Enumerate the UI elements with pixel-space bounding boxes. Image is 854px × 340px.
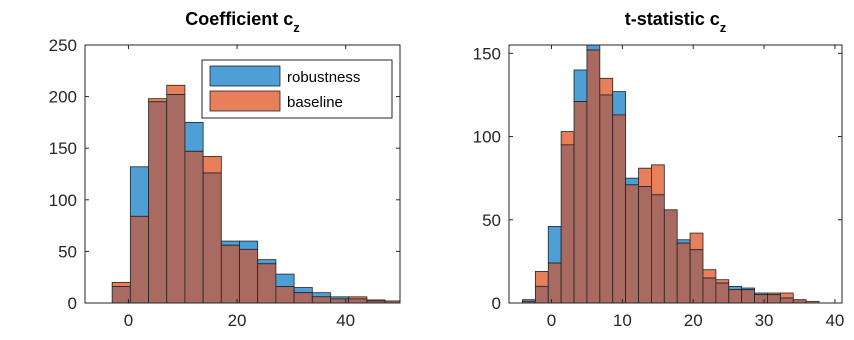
bar-overlap-6 [586, 49, 601, 304]
bar-overlap-2 [534, 285, 549, 304]
bar-baseline-16 [715, 279, 730, 284]
bar-overlap-8 [239, 248, 259, 304]
bar-overlap-15 [702, 277, 717, 304]
bar-overlap-8 [612, 114, 627, 304]
bar-baseline-1 [111, 281, 131, 287]
bar-overlap-10 [275, 286, 295, 304]
x-tick-label: 20 [228, 311, 247, 330]
y-tick-label: 50 [58, 242, 77, 261]
legend-label-baseline: baseline [287, 94, 343, 111]
legend-swatch-robustness [209, 65, 281, 87]
bar-overlap-12 [663, 209, 678, 304]
bar-baseline-10 [638, 167, 652, 187]
bar-robustness-3 [547, 226, 562, 264]
bar-overlap-10 [638, 186, 652, 304]
bar-overlap-4 [166, 94, 186, 304]
x-tick-label: 30 [755, 311, 774, 330]
bar-baseline-7 [599, 77, 614, 96]
bar-baseline-4 [560, 131, 575, 146]
bar-baseline-2 [534, 270, 549, 287]
bar-overlap-21 [779, 297, 794, 304]
bar-robustness-12 [311, 292, 331, 298]
bar-robustness-9 [625, 177, 639, 186]
y-tick-label: 150 [49, 139, 77, 158]
bar-baseline-15 [702, 269, 717, 279]
bar-overlap-1 [111, 286, 131, 304]
x-tick-label: 0 [124, 311, 133, 330]
bar-overlap-7 [220, 244, 240, 304]
y-tick-label: 50 [482, 211, 501, 230]
bar-overlap-11 [651, 194, 665, 304]
y-tick-label: 100 [49, 191, 77, 210]
chart-title-subscript: z [293, 20, 300, 35]
bar-robustness-5 [184, 122, 204, 152]
bar-robustness-11 [293, 287, 313, 294]
chart-title-subscript: z [720, 20, 727, 35]
y-tick-label: 150 [473, 44, 501, 63]
x-tick-label: 20 [684, 311, 703, 330]
bar-overlap-18 [741, 289, 755, 304]
legend-label-robustness: robustness [287, 69, 360, 86]
y-tick-label: 0 [492, 294, 501, 313]
bar-robustness-8 [612, 91, 627, 116]
bar-overlap-17 [728, 289, 743, 304]
bar-overlap-11 [293, 292, 313, 304]
y-tick-label: 250 [49, 36, 77, 55]
x-tick-label: 40 [336, 311, 355, 330]
bar-baseline-4 [166, 84, 186, 95]
bar-overlap-14 [689, 249, 704, 304]
bar-baseline-11 [651, 164, 665, 196]
bar-overlap-4 [560, 144, 575, 304]
x-tick-label: 0 [547, 311, 556, 330]
bar-robustness-5 [573, 69, 588, 102]
axes-frame [508, 44, 843, 304]
y-tick-label: 100 [473, 128, 501, 147]
bar-overlap-13 [676, 242, 691, 304]
bar-overlap-6 [202, 172, 222, 304]
bar-robustness-17 [728, 285, 743, 291]
bar-overlap-16 [715, 282, 730, 304]
bar-robustness-2 [129, 166, 149, 217]
bar-overlap-7 [599, 94, 614, 304]
y-tick-label: 200 [49, 88, 77, 107]
x-tick-label: 40 [825, 311, 844, 330]
chart-title-main: t-statistic c [625, 9, 720, 29]
x-tick-label: 10 [613, 311, 632, 330]
bar-overlap-3 [148, 101, 168, 304]
bar-robustness-8 [239, 240, 259, 250]
chart-panel-2: 0 50 100 150 0 10 20 30 40 t-statistic cz [473, 9, 845, 330]
bar-overlap-2 [129, 215, 149, 304]
y-tick-label: 0 [68, 294, 77, 313]
bar-overlap-14 [348, 298, 368, 304]
bar-overlap-9 [625, 184, 639, 304]
chart-title: t-statistic cz [625, 9, 727, 35]
bar-overlap-5 [573, 101, 588, 304]
bar-robustness-6 [586, 44, 601, 51]
legend-swatch-baseline [209, 90, 281, 112]
chart-panel-1: 0 50 100 150 200 250 0 20 40 Coefficient cz robust… [49, 9, 401, 330]
bar-robustness-9 [257, 259, 277, 265]
bar-baseline-14 [689, 232, 704, 251]
bar-overlap-3 [547, 262, 562, 304]
bar-baseline-6 [202, 156, 222, 174]
bar-robustness-10 [275, 273, 295, 287]
bar-overlap-20 [767, 294, 781, 304]
chart-title: Coefficient cz [185, 9, 300, 35]
bar-robustness-13 [676, 239, 691, 244]
bar-baseline-3 [148, 98, 168, 103]
bar-overlap-9 [257, 263, 277, 304]
legend: robustness baseline [201, 59, 393, 119]
bar-baseline-21 [779, 292, 794, 299]
bar-overlap-12 [311, 296, 331, 304]
chart-title-main: Coefficient c [185, 9, 293, 29]
bar-robustness-7 [220, 240, 240, 246]
axes-frame [84, 44, 401, 304]
bar-overlap-19 [754, 294, 768, 304]
bar-overlap-5 [184, 150, 204, 304]
